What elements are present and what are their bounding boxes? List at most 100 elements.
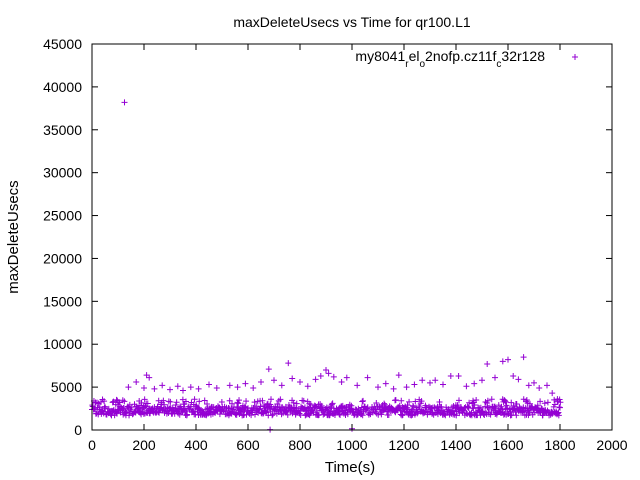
data-point (359, 398, 366, 405)
data-point (195, 385, 202, 392)
data-point (109, 399, 116, 406)
data-point (123, 409, 130, 416)
data-point (234, 384, 241, 391)
data-point (325, 370, 332, 377)
data-point (471, 401, 478, 408)
data-point (242, 380, 249, 387)
data-point (156, 409, 163, 416)
data-point (427, 379, 433, 386)
x-tick-label: 0 (88, 437, 96, 453)
chart-title: maxDeleteUsecs vs Time for qr100.L1 (233, 14, 471, 30)
data-point (343, 374, 350, 381)
data-point (101, 398, 108, 405)
data-point (297, 378, 303, 385)
data-point (440, 381, 446, 388)
data-point (412, 398, 419, 405)
y-tick-label: 15000 (43, 293, 82, 309)
data-point (419, 377, 426, 384)
data-point (285, 360, 292, 367)
x-tick-label: 600 (236, 437, 260, 453)
data-point (236, 397, 243, 404)
x-tick-label: 1600 (492, 437, 523, 453)
plot-frame (91, 43, 613, 431)
legend-marker (572, 54, 578, 60)
data-point (269, 411, 276, 418)
data-point (321, 410, 328, 417)
data-point (312, 376, 319, 383)
data-point (488, 396, 495, 403)
data-point (259, 397, 266, 404)
data-point (470, 405, 477, 412)
data-point (268, 396, 275, 403)
data-point (216, 404, 223, 411)
data-point (293, 400, 300, 407)
data-point (206, 381, 212, 388)
data-point (510, 372, 517, 379)
y-tick-label: 45000 (43, 36, 82, 52)
data-point (289, 375, 296, 382)
data-point (182, 398, 189, 405)
data-point (463, 383, 470, 390)
data-point (557, 404, 563, 411)
data-point (144, 400, 151, 407)
legend-label: my8041relo2nofp.cz11fc32r128 (355, 48, 545, 70)
data-point (251, 399, 258, 406)
data-point (138, 399, 145, 406)
data-point (541, 400, 548, 407)
data-point (271, 377, 277, 384)
data-point (323, 366, 329, 373)
data-point (554, 396, 561, 403)
data-point (549, 390, 556, 397)
data-point (180, 387, 186, 394)
data-point (510, 404, 517, 411)
data-point (502, 398, 509, 405)
legend: my8041relo2nofp.cz11fc32r128 (355, 48, 578, 70)
data-point (275, 397, 282, 404)
data-point (395, 372, 402, 379)
data-point (505, 356, 511, 363)
data-point (121, 398, 128, 405)
data-point (307, 401, 314, 408)
data-point (492, 374, 498, 381)
data-point (557, 399, 564, 406)
series-points (89, 99, 564, 433)
data-point (235, 400, 242, 407)
x-axis-label: Time(s) (325, 459, 375, 476)
data-point (133, 378, 140, 385)
axis-tick-labels: 0 200 400 600 800 1000 1200 1400 1600 1800 2000050… (43, 36, 628, 453)
data-point (191, 396, 198, 403)
data-point (463, 410, 470, 417)
data-point (187, 403, 194, 410)
data-point (551, 401, 558, 408)
data-point (531, 409, 538, 416)
data-point (432, 377, 439, 384)
data-point (508, 399, 515, 406)
data-point (237, 408, 244, 415)
data-point (375, 384, 381, 391)
data-point (329, 400, 336, 407)
data-point (544, 382, 550, 389)
data-point (531, 379, 537, 386)
data-point (226, 382, 233, 389)
y-tick-label: 0 (74, 422, 82, 438)
data-point (381, 400, 388, 407)
data-point (403, 384, 410, 391)
data-point (184, 411, 191, 418)
y-tick-label: 25000 (43, 208, 82, 224)
x-tick-label: 400 (184, 437, 208, 453)
data-point (499, 358, 506, 365)
data-point (328, 401, 335, 408)
data-point (555, 412, 562, 419)
data-point (473, 397, 480, 404)
data-point (484, 360, 491, 367)
data-point (498, 403, 505, 410)
data-point (360, 397, 367, 404)
data-point (96, 404, 103, 411)
data-point (229, 400, 236, 407)
data-point (523, 397, 530, 404)
data-point (441, 411, 448, 418)
data-point (265, 366, 272, 373)
data-point (354, 382, 361, 389)
data-point (537, 398, 544, 405)
x-tick-label: 1000 (336, 437, 367, 453)
